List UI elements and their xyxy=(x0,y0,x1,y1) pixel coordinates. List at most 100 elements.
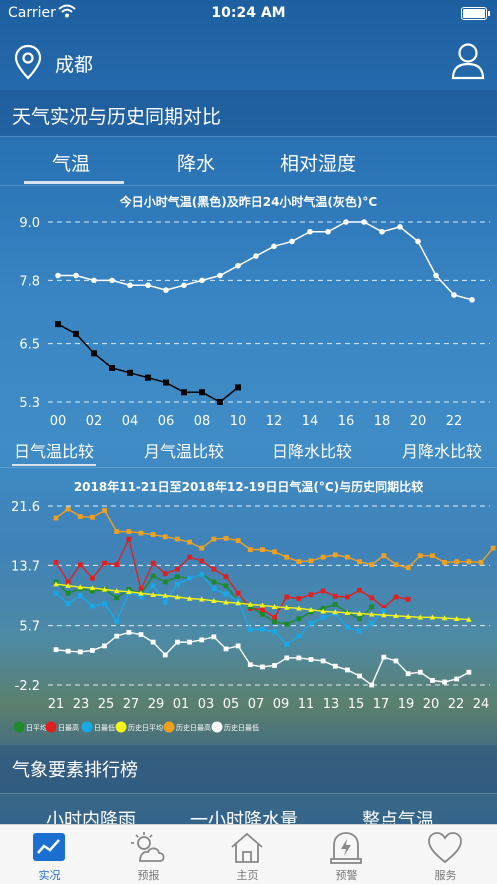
daily-hist_avg-point xyxy=(113,588,120,594)
daily-daily_min-point xyxy=(369,620,375,626)
daily-x-tick: 20 xyxy=(423,697,440,712)
daily-hist_max-point xyxy=(332,552,338,558)
daily-daily_max-point xyxy=(320,588,326,594)
daily-hist_max-point xyxy=(247,547,253,553)
hourly-today-line xyxy=(57,323,239,403)
daily-daily_avg-point xyxy=(296,616,302,622)
daily-legend-swatch xyxy=(211,721,223,733)
hourly-x-tick: 02 xyxy=(86,414,103,429)
wifi-icon xyxy=(58,4,76,18)
daily-hist_max-point xyxy=(369,562,375,568)
tab-humidity[interactable]: 相对湿度 xyxy=(280,153,357,175)
battery-icon xyxy=(461,7,490,20)
location-pin-icon[interactable] xyxy=(14,44,42,82)
daily-hist_max-point xyxy=(466,559,472,565)
tab-precipitation[interactable]: 降水 xyxy=(177,153,216,175)
daily-hist_min-point xyxy=(357,673,362,679)
daily-daily_max-point xyxy=(357,587,362,593)
ranking-header-band xyxy=(0,745,497,793)
tabbar-home[interactable]: 主页 xyxy=(198,825,297,884)
daily-hist_min-point xyxy=(430,678,435,683)
city-name[interactable]: 成都 xyxy=(55,54,94,76)
daily-hist_max-point xyxy=(357,559,362,565)
tabbar-warning[interactable]: 预警 xyxy=(297,825,396,884)
daily-hist_min-point xyxy=(454,676,460,682)
daily-hist_avg-point xyxy=(89,585,96,591)
live-chart-icon xyxy=(33,833,65,861)
daily-hist_max-point xyxy=(490,545,496,551)
daily-daily_max-point xyxy=(296,596,302,601)
hourly-yesterday-point xyxy=(127,282,133,289)
daily-x-tick: 15 xyxy=(348,697,365,712)
daily-daily_max-point xyxy=(381,605,387,610)
daily-hist_min-point xyxy=(442,679,447,685)
daily-hist_avg-point xyxy=(344,609,351,615)
tabbar-live[interactable]: 实况 xyxy=(0,825,99,884)
daily-daily_min-point xyxy=(175,581,180,587)
warning-alarm-icon xyxy=(330,832,362,864)
daily-hist_avg-point xyxy=(356,610,363,616)
daily-hist_min-point xyxy=(272,663,277,668)
hourly-yesterday-point xyxy=(343,219,349,225)
daily-daily_max-point xyxy=(138,587,144,592)
hourly-y-tick: 6.5 xyxy=(19,338,40,353)
daily-daily_max-point xyxy=(345,594,350,600)
daily-daily_min-point xyxy=(102,601,107,607)
daily-hist_min-point xyxy=(284,655,290,661)
hourly-yesterday-point xyxy=(217,272,223,279)
daily-daily_max-point xyxy=(332,593,338,599)
hourly-today-point xyxy=(235,384,241,391)
daily-daily_min-point xyxy=(223,591,229,597)
daily-hist_min-point xyxy=(369,682,375,688)
daily-hist_max-line xyxy=(55,508,494,569)
user-profile-icon[interactable] xyxy=(451,42,485,80)
daily-daily_min-point xyxy=(150,583,156,589)
daily-daily_max-point xyxy=(308,592,314,598)
hourly-temperature-chart: 9.0 7.8 6.5 5.3 00 02 04 06 08 10 12 14 16 18 20 22 xyxy=(19,216,490,429)
daily-hist_max-point xyxy=(260,547,265,553)
daily-daily_min-point xyxy=(247,626,253,632)
daily-daily_min-point xyxy=(308,620,314,626)
tab-temperature[interactable]: 气温 xyxy=(52,153,91,175)
tabbar-service[interactable]: 服务 xyxy=(396,825,495,884)
subtab-monthly-temp[interactable]: 月气温比较 xyxy=(144,442,225,461)
hourly-today-point xyxy=(127,369,133,376)
daily-hist_min-point xyxy=(405,671,411,677)
hourly-x-tick: 14 xyxy=(302,414,319,429)
tabbar-forecast[interactable]: 预报 xyxy=(99,825,198,884)
daily-x-tick: 01 xyxy=(173,697,190,712)
daily-legend-label: 历史日最低 xyxy=(224,723,259,732)
daily-daily_max-point xyxy=(260,607,265,613)
daily-daily_avg-point xyxy=(369,604,375,610)
daily-hist_avg-point xyxy=(174,594,181,600)
hourly-yesterday-point xyxy=(379,228,385,235)
daily-hist_min-point xyxy=(235,643,241,649)
hourly-y-tick: 9.0 xyxy=(19,216,40,231)
daily-hist_max-point xyxy=(126,529,132,534)
daily-hist_min-point xyxy=(65,648,71,654)
subtab-daily-temp[interactable]: 日气温比较 xyxy=(14,442,95,461)
daily-daily_max-point xyxy=(235,590,241,596)
daily-daily_avg-point xyxy=(332,602,338,607)
daily-daily_min-point xyxy=(320,614,326,620)
home-icon xyxy=(231,832,263,863)
daily-daily_max-point xyxy=(187,554,192,560)
subtab-monthly-precip[interactable]: 月降水比较 xyxy=(402,442,483,461)
daily-hist_max-point xyxy=(308,558,314,564)
hourly-chart-title: 今日小时气温(黑色)及昨日24小时气温(灰色)°C xyxy=(119,195,378,209)
hourly-yesterday-point xyxy=(397,224,403,230)
daily-daily_min-point xyxy=(345,624,350,630)
subtab-daily-precip[interactable]: 日降水比较 xyxy=(272,442,353,461)
daily-daily_min-point xyxy=(381,608,387,613)
daily-hist_avg-point xyxy=(150,591,156,597)
daily-x-tick: 25 xyxy=(98,697,115,712)
daily-daily_avg-point xyxy=(272,619,277,625)
daily-hist_max-point xyxy=(478,560,484,565)
daily-hist_avg-point xyxy=(101,586,108,592)
hourly-yesterday-point xyxy=(451,292,457,298)
daily-daily_min-point xyxy=(260,626,265,632)
daily-hist_avg-point xyxy=(296,605,302,611)
daily-hist_max-point xyxy=(223,535,229,541)
daily-hist_min-point xyxy=(393,658,399,664)
hourly-yesterday-point xyxy=(73,272,79,279)
